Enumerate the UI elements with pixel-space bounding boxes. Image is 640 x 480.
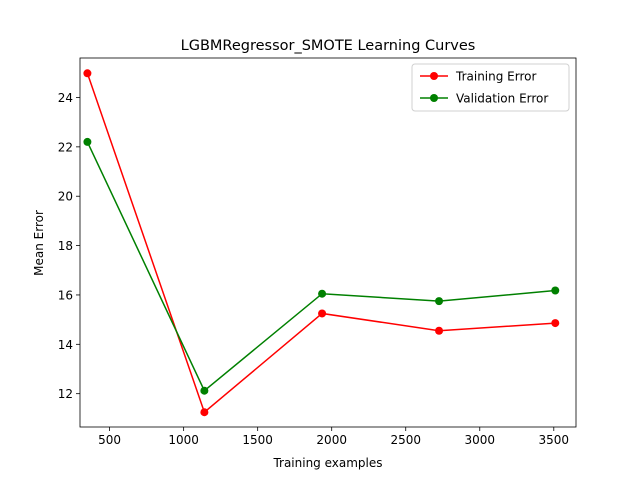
x-axis-label: Training examples: [272, 456, 382, 470]
data-point: [318, 309, 327, 318]
data-point: [83, 69, 92, 78]
y-tick-label: 20: [58, 190, 73, 204]
x-axis: 500 1000 1500 2000 2500 3000 3500: [98, 427, 569, 447]
x-tick-label: 1500: [242, 433, 273, 447]
y-axis-label: Mean Error: [32, 210, 46, 276]
x-tick-label: 3500: [539, 433, 570, 447]
legend-marker: [430, 72, 438, 80]
x-tick-label: 500: [98, 433, 121, 447]
y-axis: 12 14 16 18 20 22 24: [58, 91, 80, 401]
chart-title: LGBMRegressor_SMOTE Learning Curves: [181, 38, 476, 54]
y-tick-label: 22: [58, 140, 73, 154]
plot-frame: [79, 57, 577, 428]
y-tick-label: 24: [58, 91, 73, 105]
x-tick-label: 1000: [168, 433, 199, 447]
y-tick-label: 12: [58, 387, 73, 401]
series-layer: [83, 69, 560, 417]
legend-label: Validation Error: [456, 92, 548, 106]
legend-label: Training Error: [455, 70, 536, 84]
data-point: [551, 319, 560, 328]
data-point: [435, 297, 444, 306]
x-tick-label: 3000: [464, 433, 495, 447]
legend: Training Error Validation Error: [411, 63, 570, 112]
data-point: [200, 386, 209, 395]
y-tick-label: 18: [58, 239, 73, 253]
legend-marker: [430, 94, 438, 102]
data-point: [435, 326, 444, 335]
x-tick-label: 2500: [390, 433, 421, 447]
plot-area: [79, 57, 577, 428]
legend-box: [411, 63, 570, 112]
y-tick-label: 16: [58, 288, 73, 302]
y-tick-label: 14: [58, 338, 73, 352]
x-tick-label: 2000: [316, 433, 347, 447]
data-point: [318, 289, 327, 298]
data-point: [83, 137, 92, 146]
series-1: [83, 137, 560, 395]
data-point: [551, 286, 560, 295]
data-point: [200, 408, 209, 417]
series-0: [83, 69, 560, 417]
